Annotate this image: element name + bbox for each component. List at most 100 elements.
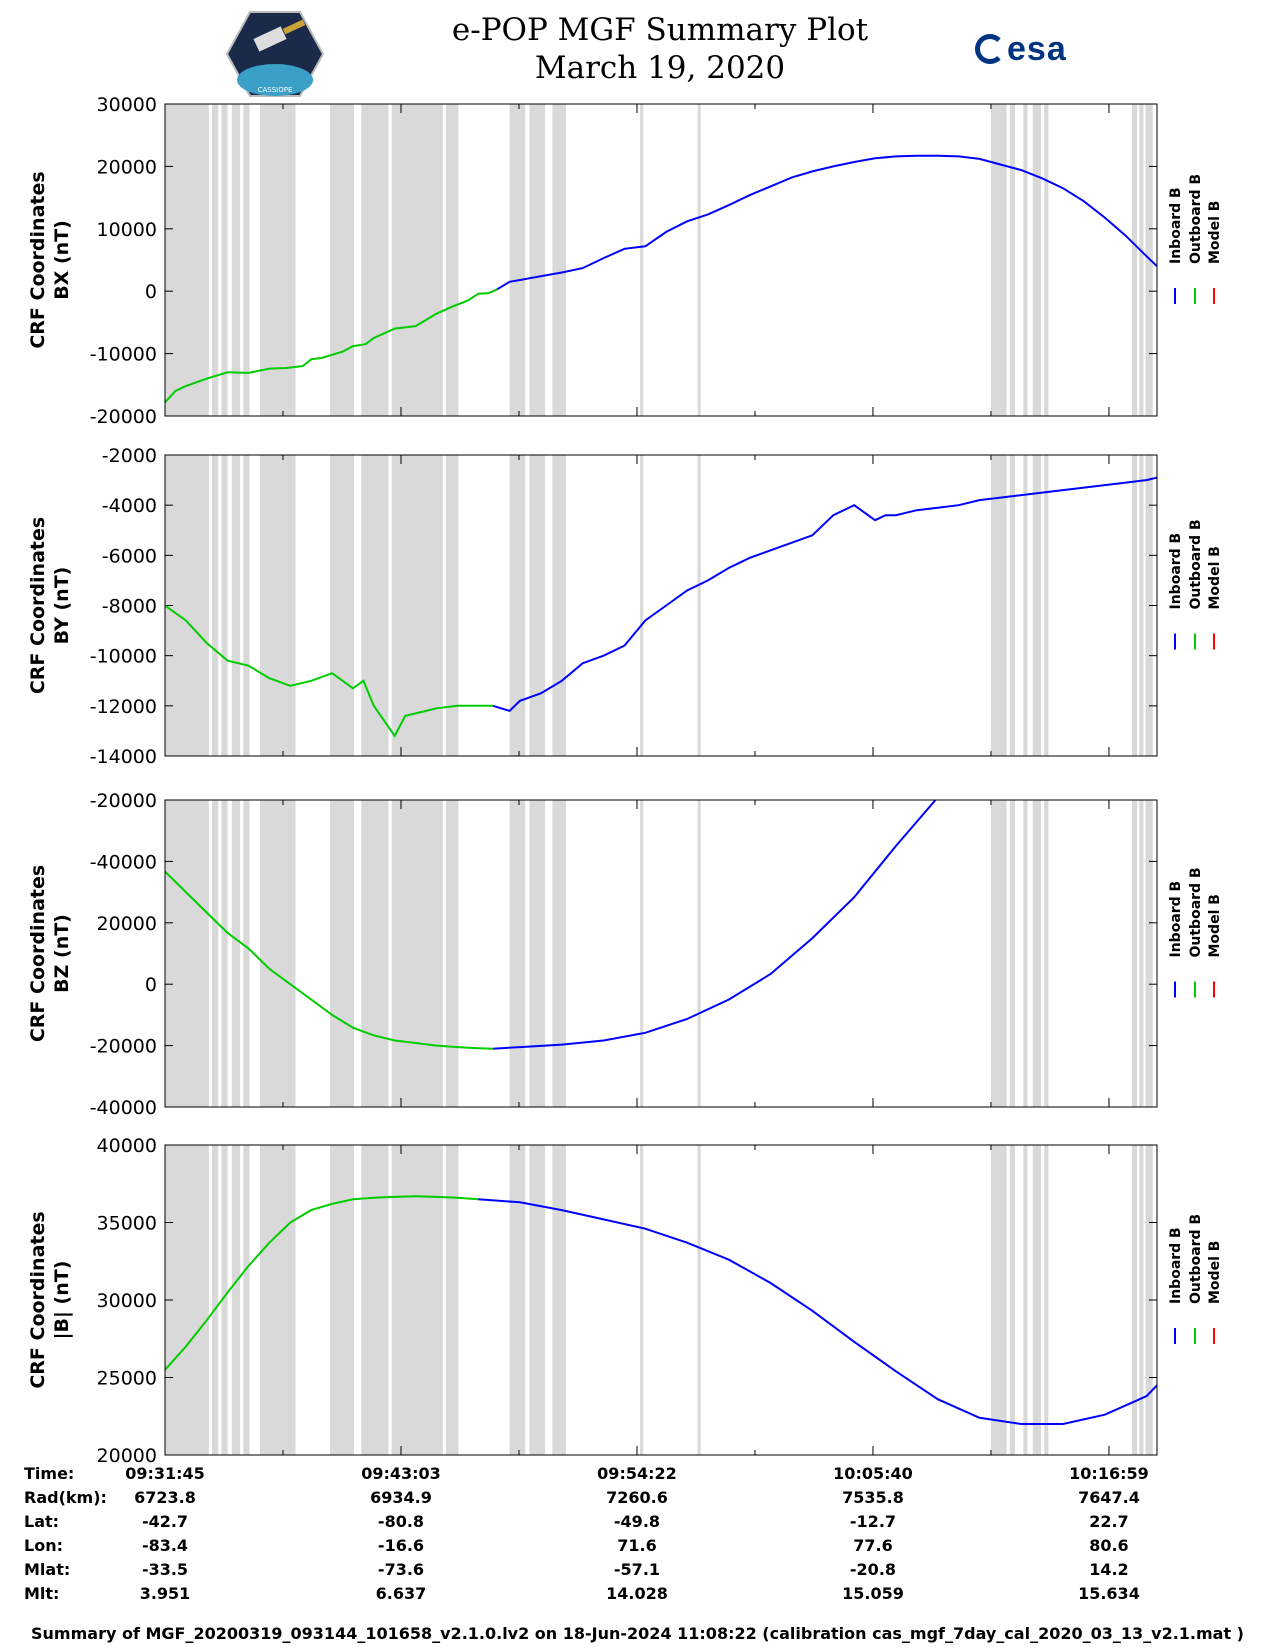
series-line-outboard-b [165, 288, 498, 403]
y-tick-label: -40000 [90, 851, 157, 873]
data-gap-band [1023, 1145, 1028, 1455]
data-gap-band [1032, 1145, 1042, 1455]
y-axis-label: BZ (nT) [51, 914, 73, 993]
legend-entry: Model B [1207, 894, 1223, 957]
y-tick-label: 35000 [97, 1213, 157, 1235]
y-axis-label: CRF Coordinates [27, 865, 49, 1042]
data-gap-band [1131, 455, 1138, 756]
data-gap-band [552, 1145, 566, 1455]
data-gap-band [1009, 104, 1015, 416]
data-gap-band [1009, 800, 1015, 1107]
info-value: -12.7 [849, 1512, 897, 1531]
plot-frame [164, 103, 1158, 417]
y-tick-label: -14000 [90, 746, 157, 768]
panel-3: -40000 -20000 0 20000 -40000 -20000 CRF Coordi… [27, 790, 1223, 1119]
info-value: 7647.4 [1078, 1488, 1140, 1507]
data-gap-band [990, 1145, 1007, 1455]
info-value: 10:16:59 [1069, 1464, 1149, 1483]
info-value: 09:43:03 [361, 1464, 441, 1483]
info-value: 09:54:22 [597, 1464, 677, 1483]
data-gap-band [1044, 104, 1049, 416]
legend-entry: Inboard B [1168, 533, 1184, 610]
info-value: 09:31:45 [125, 1464, 205, 1483]
series-line-inboard-b [496, 154, 1157, 291]
legend-entry: Inboard B [1168, 1227, 1184, 1304]
data-gap-band [329, 800, 355, 1107]
y-tick-label: 10000 [97, 219, 157, 241]
info-value: 7535.8 [842, 1488, 904, 1507]
data-gap-band [552, 800, 566, 1107]
legend-entry: Outboard B [1188, 519, 1204, 609]
info-value: -83.4 [141, 1536, 189, 1555]
y-tick-label: -10000 [90, 344, 157, 366]
data-gap-band [1023, 800, 1028, 1107]
info-row-label: Mlat: [24, 1560, 71, 1579]
data-gap-band [231, 455, 241, 756]
info-value: -33.5 [141, 1560, 189, 1579]
data-gap-band [329, 104, 355, 416]
y-axis-label: |B| (nT) [51, 1261, 73, 1340]
data-gap-band [1131, 1145, 1138, 1455]
data-gap-band [1139, 1145, 1144, 1455]
data-gap-band [640, 455, 644, 756]
series-line-inboard-b [478, 1198, 1157, 1425]
data-gap-band [445, 800, 459, 1107]
data-gap-band [231, 800, 241, 1107]
data-gap-band [211, 455, 219, 756]
legend-entry: Outboard B [1188, 1214, 1204, 1304]
data-gap-band [260, 104, 296, 416]
data-gap-band [990, 800, 1007, 1107]
y-axis-label: CRF Coordinates [27, 171, 49, 348]
info-value: 15.634 [1078, 1584, 1140, 1603]
info-value: -20.8 [849, 1560, 897, 1579]
y-tick-label: -2000 [102, 445, 157, 467]
info-value: -80.8 [377, 1512, 425, 1531]
data-gap-band [260, 1145, 296, 1455]
data-gap-band [165, 800, 209, 1107]
panel-1: -20000 -10000 0 10000 20000 30000 CRF Coordina… [27, 94, 1223, 428]
legend-entry: Model B [1207, 1241, 1223, 1304]
data-gap-band [211, 1145, 219, 1455]
data-gap-band [1044, 800, 1049, 1107]
info-value: -49.8 [613, 1512, 661, 1531]
info-row: Mlt: 3.951 6.637 14.028 15.059 15.634 [0, 1584, 1275, 1606]
info-value: 14.2 [1089, 1560, 1129, 1579]
y-axis-label: BY (nT) [51, 567, 73, 645]
data-gap-band [211, 104, 219, 416]
info-value: -57.1 [613, 1560, 661, 1579]
y-tick-label: 20000 [97, 156, 157, 178]
data-gap-band [697, 800, 701, 1107]
info-value: 77.6 [853, 1536, 893, 1555]
data-gap-band [231, 104, 241, 416]
series-line-inboard-b [492, 800, 937, 1050]
data-gap-band [552, 104, 566, 416]
info-row-label: Lon: [24, 1536, 63, 1555]
file-summary-footer: Summary of MGF_20200319_093144_101658_v2… [31, 1624, 1244, 1643]
data-gap-band [529, 455, 546, 756]
data-gap-band [445, 1145, 459, 1455]
info-row: Rad(km): 6723.8 6934.9 7260.6 7535.8 7647.4 [0, 1488, 1275, 1510]
info-row-label: Lat: [24, 1512, 60, 1531]
info-value: 15.059 [842, 1584, 904, 1603]
legend-entry: Model B [1207, 201, 1223, 264]
esa-logo-text: esa [1007, 30, 1067, 68]
data-gap-band [640, 104, 644, 416]
data-gap-band [1009, 1145, 1015, 1455]
data-gap-band [391, 104, 443, 416]
info-value: -16.6 [377, 1536, 425, 1555]
data-gap-band [260, 455, 296, 756]
data-gap-band [697, 104, 701, 416]
plot-frame [164, 799, 1158, 1108]
info-row: Mlat: -33.5 -73.6 -57.1 -20.8 14.2 [0, 1560, 1275, 1582]
data-gap-band [445, 455, 459, 756]
panel-2: -14000 -12000 -10000 -8000 -6000 -4000 -2000 CR… [27, 445, 1223, 768]
info-value: 6723.8 [134, 1488, 196, 1507]
legend-entry: Outboard B [1188, 174, 1204, 264]
data-gap-band [1044, 1145, 1049, 1455]
esa-logo: esa [975, 30, 1067, 69]
series-line-outboard-b [165, 1195, 479, 1371]
y-tick-label: 30000 [97, 94, 157, 116]
data-gap-band [391, 800, 443, 1107]
y-tick-label: 20000 [97, 913, 157, 935]
info-value: 71.6 [617, 1536, 657, 1555]
